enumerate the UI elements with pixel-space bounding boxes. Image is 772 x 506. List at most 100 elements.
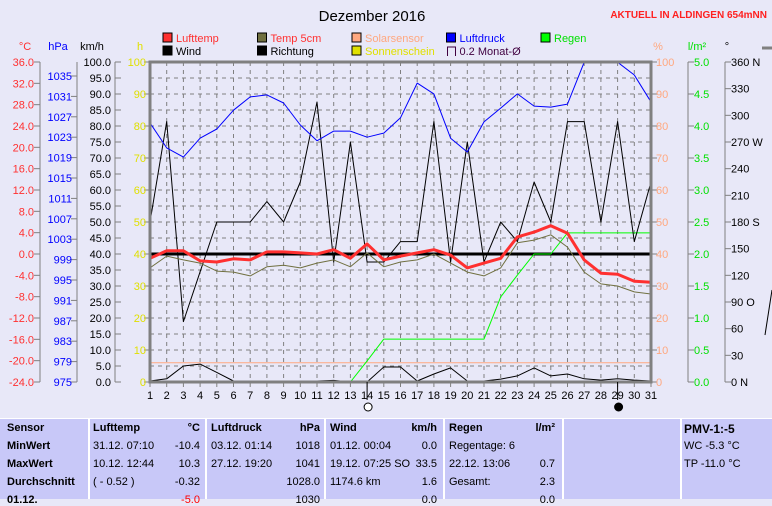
- x-tick-label: 1: [147, 390, 153, 402]
- wind-tick-label: 60.0: [90, 185, 111, 197]
- x-tick-label: 30: [628, 390, 640, 402]
- pressure-tick-label: 999: [54, 255, 72, 267]
- sun-tick-label: 0: [140, 377, 146, 389]
- temp-tick-label: -4.0: [15, 270, 34, 282]
- wind-tick-label: 30.0: [90, 281, 111, 293]
- wind-tick-label: 0.0: [96, 377, 111, 389]
- sun-tick-label: 70: [134, 153, 146, 165]
- x-tick-label: 28: [595, 390, 607, 402]
- rain-tick-label: 3.0: [694, 185, 709, 197]
- temp-tick-label: 36.0: [13, 57, 34, 69]
- wind-time: 19.12. 07:25 SO: [330, 458, 410, 470]
- percent-unit: %: [653, 41, 663, 53]
- wind-value: 33.5: [400, 458, 437, 470]
- direction-tick-label: 0 N: [731, 377, 748, 389]
- wind-tick-label: 85.0: [90, 105, 111, 117]
- temp-value: -5.0: [150, 494, 200, 506]
- percent-tick-label: 10: [656, 345, 668, 357]
- sun-tick-label: 90: [134, 89, 146, 101]
- rain-text: Regentage: 6: [449, 440, 515, 452]
- legend-label: 0.2 Monat-Ø: [460, 46, 522, 58]
- x-tick-label: 2: [164, 390, 170, 402]
- wind-tick-label: 15.0: [90, 329, 111, 341]
- x-tick-label: 10: [294, 390, 306, 402]
- sun-tick-label: 40: [134, 249, 146, 261]
- legend-swatch-icon: [258, 46, 267, 55]
- rain-tick-label: 3.5: [694, 153, 709, 165]
- empty-column: [562, 419, 680, 499]
- pressure-tick-label: 1019: [48, 153, 72, 165]
- sun-tick-label: 80: [134, 121, 146, 133]
- sun-unit: h: [137, 41, 143, 53]
- legend-swatch-icon: [163, 46, 172, 55]
- legend-swatch-icon: [541, 33, 550, 42]
- header-rain-unit: l/m²: [500, 422, 555, 434]
- x-tick-label: 31: [645, 390, 657, 402]
- wind-tick-label: 40.0: [90, 249, 111, 261]
- x-tick-label: 15: [378, 390, 390, 402]
- direction-tick-label: 240: [731, 164, 749, 176]
- legend-label: Richtung: [271, 46, 314, 58]
- x-tick-label: 6: [230, 390, 236, 402]
- temp-time: ( - 0.52 ): [93, 476, 135, 488]
- legend-label: Regen: [554, 33, 586, 45]
- row-label: MaxWert: [7, 458, 53, 470]
- wind-time: 1174.6 km: [330, 476, 381, 488]
- wind-tick-label: 20.0: [90, 313, 111, 325]
- wind-tick-label: 10.0: [90, 345, 111, 357]
- x-tick-label: 18: [428, 390, 440, 402]
- temp-tick-label: 32.0: [13, 78, 34, 90]
- pmv-wc: WC -5.3 °C: [684, 440, 740, 452]
- temp-tick-label: 28.0: [13, 100, 34, 112]
- temp-time: 10.12. 12:44: [93, 458, 154, 470]
- x-tick-label: 21: [478, 390, 490, 402]
- rain-tick-label: 2.0: [694, 249, 709, 261]
- direction-tick-label: 300: [731, 110, 749, 122]
- header-temp-unit: °C: [150, 422, 200, 434]
- wind-tick-label: 80.0: [90, 121, 111, 133]
- wind-tick-label: 55.0: [90, 201, 111, 213]
- pmv-tp: TP -11.0 °C: [684, 458, 741, 470]
- pressure-value: 1028.0: [262, 476, 320, 488]
- percent-tick-label: 80: [656, 121, 668, 133]
- pressure-tick-label: 1031: [48, 91, 72, 103]
- pressure-tick-label: 1027: [48, 112, 72, 124]
- pressure-tick-label: 1003: [48, 234, 72, 246]
- x-tick-label: 3: [180, 390, 186, 402]
- header-wind: Wind: [330, 422, 357, 434]
- direction-tick-label: 270 W: [731, 137, 763, 149]
- x-tick-label: 24: [528, 390, 540, 402]
- pressure-value: 1030: [262, 494, 320, 506]
- pressure-unit: hPa: [48, 41, 68, 53]
- wind-tick-label: 70.0: [90, 153, 111, 165]
- legend-label: Luftdruck: [460, 33, 506, 45]
- percent-tick-label: 90: [656, 89, 668, 101]
- x-tick-label: 13: [344, 390, 356, 402]
- percent-tick-label: 50: [656, 217, 668, 229]
- temp-value: -0.32: [150, 476, 200, 488]
- wind-tick-label: 65.0: [90, 169, 111, 181]
- wind-value: 1.6: [400, 476, 437, 488]
- legend-swatch-icon: [352, 33, 361, 42]
- temp-value: -10.4: [150, 440, 200, 452]
- series-wind: [150, 364, 651, 382]
- x-tick-label: 25: [545, 390, 557, 402]
- percent-tick-label: 100: [656, 57, 674, 69]
- rain-value: 0.7: [500, 458, 555, 470]
- temp-value: 10.3: [150, 458, 200, 470]
- temp-tick-label: 16.0: [13, 164, 34, 176]
- x-tick-label: 9: [281, 390, 287, 402]
- wind-tick-label: 100.0: [83, 57, 111, 69]
- pmv-header: PMV-1:-5: [684, 422, 735, 436]
- new-moon-icon: [615, 403, 623, 411]
- rain-tick-label: 1.0: [694, 313, 709, 325]
- wind-time: 01.12. 00:04: [330, 440, 391, 452]
- direction-tick-label: 180 S: [731, 217, 760, 229]
- pressure-value: 1041: [262, 458, 320, 470]
- pressure-tick-label: 1011: [48, 193, 72, 205]
- rain-text: Gesamt:: [449, 476, 491, 488]
- direction-tick-label: 330: [731, 84, 749, 96]
- pressure-tick-label: 1035: [48, 71, 72, 83]
